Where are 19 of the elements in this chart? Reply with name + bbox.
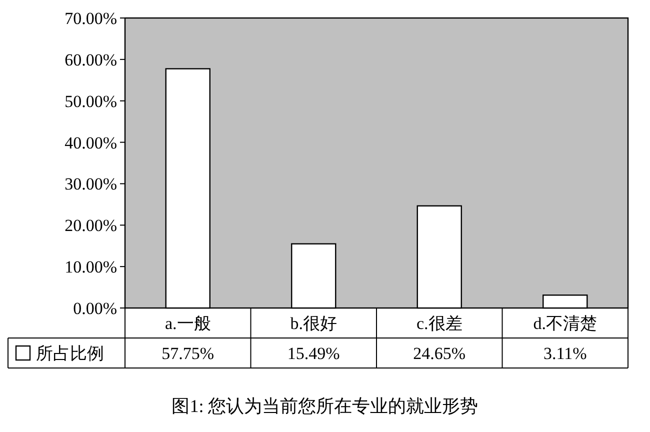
caption: 图1: 您认为当前您所在专业的就业形势: [172, 396, 478, 416]
data-label: 15.49%: [287, 344, 340, 363]
y-tick-label: 20.00%: [64, 216, 117, 236]
x-tick-label: c.很差: [416, 314, 462, 333]
x-tick-label: a.一般: [164, 314, 211, 333]
data-label: 3.11%: [543, 344, 587, 363]
data-label: 57.75%: [162, 344, 214, 363]
legend-label: 所占比例: [36, 344, 104, 363]
y-tick-label: 10.00%: [64, 258, 117, 277]
y-tick-label: 70.00%: [64, 9, 117, 28]
y-tick-label: 0.00%: [73, 299, 117, 318]
y-tick-label: 30.00%: [64, 174, 117, 194]
x-tick-label: d.不清楚: [533, 314, 597, 333]
y-tick-label: 60.00%: [64, 50, 117, 70]
legend: 所占比例: [15, 344, 104, 363]
data-label: 24.65%: [413, 344, 466, 363]
x-tick-label: b.很好: [290, 314, 337, 333]
y-tick-label: 50.00%: [64, 92, 117, 111]
y-tick-label: 40.00%: [64, 133, 117, 152]
